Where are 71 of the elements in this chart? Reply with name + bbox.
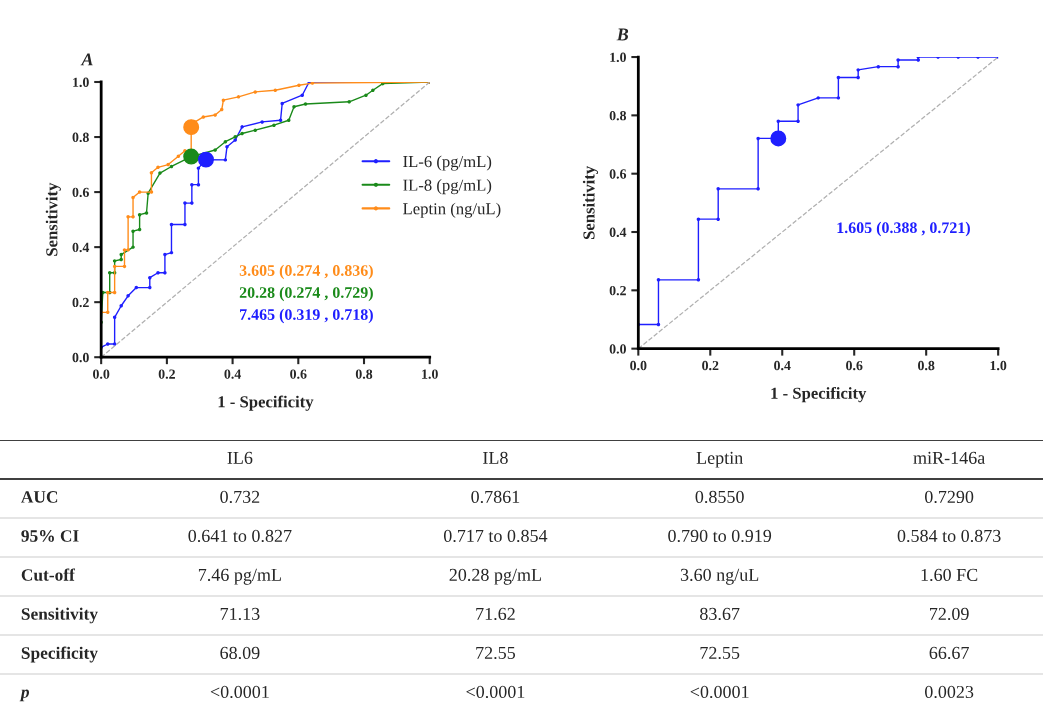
- y-tick-label: 1.0: [73, 77, 89, 88]
- legend-label: Leptin (ng/uL): [403, 202, 501, 218]
- text: 3.60 ng/uL: [680, 568, 759, 585]
- x-tick-label: 1.0: [422, 369, 438, 379]
- text: 0.732: [220, 490, 260, 504]
- y-tick-label: 0.6: [72, 187, 89, 198]
- text: <0.0001: [466, 685, 525, 699]
- text: 0.8550: [695, 490, 744, 504]
- text: <0.0001: [690, 685, 749, 699]
- annotation: 20.28 (0.274 , 0.729): [239, 286, 373, 302]
- text: 0.641 to 0.827: [188, 529, 292, 543]
- category-label: IL8: [483, 451, 508, 464]
- text: 20.28 pg/mL: [449, 568, 541, 585]
- y-tick-label: 0.8: [609, 110, 627, 121]
- x-tick-label: 0.6: [290, 369, 307, 379]
- text: 72.55: [476, 646, 516, 660]
- category-label: Sensitivity: [21, 607, 98, 624]
- text: 0.790 to 0.919: [668, 529, 772, 543]
- legend-label: IL-8 (pg/mL): [403, 179, 492, 195]
- text: 83.67: [700, 607, 740, 621]
- category-label: AUC: [21, 491, 58, 503]
- y-tick-label: 0.2: [609, 285, 626, 296]
- category-label: 95% CI: [21, 530, 79, 542]
- x-tick-label: 0.4: [224, 369, 242, 379]
- y-tick-label: 0.0: [609, 344, 626, 354]
- text: 7.46 pg/mL: [198, 568, 281, 585]
- text: 0.7861: [471, 490, 520, 504]
- text: 72.09: [930, 607, 969, 621]
- category-label: Leptin: [696, 451, 743, 468]
- y-tick-label: 0.6: [609, 169, 627, 179]
- text: 0.0023: [924, 685, 974, 699]
- y-tick-label: 0.8: [72, 132, 89, 143]
- x-axis-title: 1 - Specificity: [218, 395, 314, 411]
- y-tick-label: 0.4: [72, 242, 90, 253]
- category-label: miR-146a: [913, 451, 985, 464]
- text: 0.584 to 0.873: [897, 529, 1001, 543]
- annotation: 7.465 (0.319 , 0.718): [240, 308, 373, 324]
- category-label: IL6: [227, 451, 253, 464]
- text: 71.13: [220, 607, 260, 621]
- y-axis-title: Sensitivity: [582, 165, 599, 239]
- x-tick-label: 0.8: [355, 369, 373, 379]
- chart-title: A: [80, 53, 93, 66]
- text: 71.62: [476, 607, 515, 621]
- category-label: Specificity: [21, 646, 98, 663]
- text: 1.60 FC: [921, 568, 978, 582]
- text: 68.09: [220, 646, 260, 660]
- x-axis-title: 1 - Specificity: [771, 386, 867, 403]
- text: 66.67: [929, 646, 969, 660]
- y-tick-label: 0.4: [609, 227, 627, 238]
- annotation: 1.605 (0.388 , 0.721): [837, 221, 970, 237]
- text: 0.717 to 0.854: [443, 529, 548, 543]
- x-tick-label: 0.6: [846, 360, 863, 371]
- annotation: 3.605 (0.274 , 0.836): [239, 264, 373, 280]
- y-tick-label: 0.2: [72, 297, 89, 308]
- y-tick-label: 1.0: [610, 52, 626, 63]
- legend-label: IL-6 (pg/mL): [403, 155, 492, 171]
- text: 0.7290: [924, 490, 974, 504]
- x-tick-label: 0.8: [918, 360, 935, 371]
- text: <0.0001: [210, 685, 269, 699]
- x-tick-label: 0.0: [630, 360, 647, 371]
- text: 72.55: [700, 646, 740, 660]
- y-tick-label: 0.0: [72, 352, 89, 363]
- x-tick-label: 1.0: [990, 360, 1007, 371]
- x-tick-label: 0.4: [774, 360, 791, 371]
- x-tick-label: 0.0: [93, 369, 110, 379]
- category-label: p: [19, 689, 30, 702]
- y-axis-title: Sensitivity: [45, 182, 61, 256]
- x-tick-label: 0.2: [702, 360, 719, 371]
- category-label: Cut-off: [21, 568, 76, 581]
- chart-title: B: [616, 28, 629, 41]
- x-tick-label: 0.2: [158, 369, 175, 379]
